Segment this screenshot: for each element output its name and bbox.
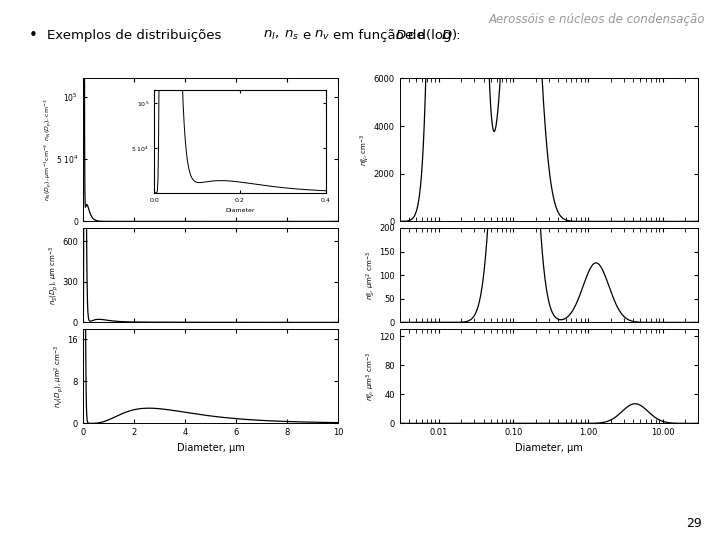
Text: $\mathbf{\mathit{D}}$: $\mathbf{\mathit{D}}$ <box>395 29 406 42</box>
Text: Aula – Aerossóis e núcleos de condensação: Aula – Aerossóis e núcleos de condensaçã… <box>7 518 248 529</box>
Text: Aerossóis e núcleos de condensação: Aerossóis e núcleos de condensação <box>489 14 706 26</box>
Y-axis label: $n_S^e$, $\mu$m$^2$ cm$^{-3}$: $n_S^e$, $\mu$m$^2$ cm$^{-3}$ <box>364 251 377 300</box>
Text: 29: 29 <box>686 517 702 530</box>
Text: $\mathbf{\mathit{D}}$: $\mathbf{\mathit{D}}$ <box>441 29 453 42</box>
Text: em função de: em função de <box>333 29 424 42</box>
X-axis label: Diameter, μm: Diameter, μm <box>176 443 245 453</box>
Text: •: • <box>29 28 37 43</box>
Y-axis label: $n_N^e$, cm$^{-3}$: $n_N^e$, cm$^{-3}$ <box>359 134 372 166</box>
Text: ):: ): <box>452 29 462 42</box>
X-axis label: Diameter, μm: Diameter, μm <box>515 443 583 453</box>
Text: e d(log: e d(log <box>405 29 452 42</box>
Y-axis label: $n_N(D_p)$, $\mu$m$^{-1}$cm$^{-3}$  $n_N(D_p)$, cm$^{-3}$: $n_N(D_p)$, $\mu$m$^{-1}$cm$^{-3}$ $n_N(… <box>43 99 55 201</box>
Y-axis label: $n_V(D_p)$, $\mu$m$^2$ cm$^{-3}$: $n_V(D_p)$, $\mu$m$^2$ cm$^{-3}$ <box>53 345 66 408</box>
Y-axis label: $n_S(D_p)$, $\mu$m cm$^{-3}$: $n_S(D_p)$, $\mu$m cm$^{-3}$ <box>47 245 60 305</box>
Text: $\mathit{n_v}$: $\mathit{n_v}$ <box>314 29 330 42</box>
Text: e: e <box>302 29 310 42</box>
Text: Exemplos de distribuições: Exemplos de distribuições <box>47 29 225 42</box>
Text: $\mathit{n_s}$: $\mathit{n_s}$ <box>284 29 300 42</box>
Y-axis label: $n_V^e$, $\mu$m$^3$ cm$^{-3}$: $n_V^e$, $\mu$m$^3$ cm$^{-3}$ <box>364 352 377 401</box>
Text: $\mathit{n_l}$,: $\mathit{n_l}$, <box>263 29 279 42</box>
